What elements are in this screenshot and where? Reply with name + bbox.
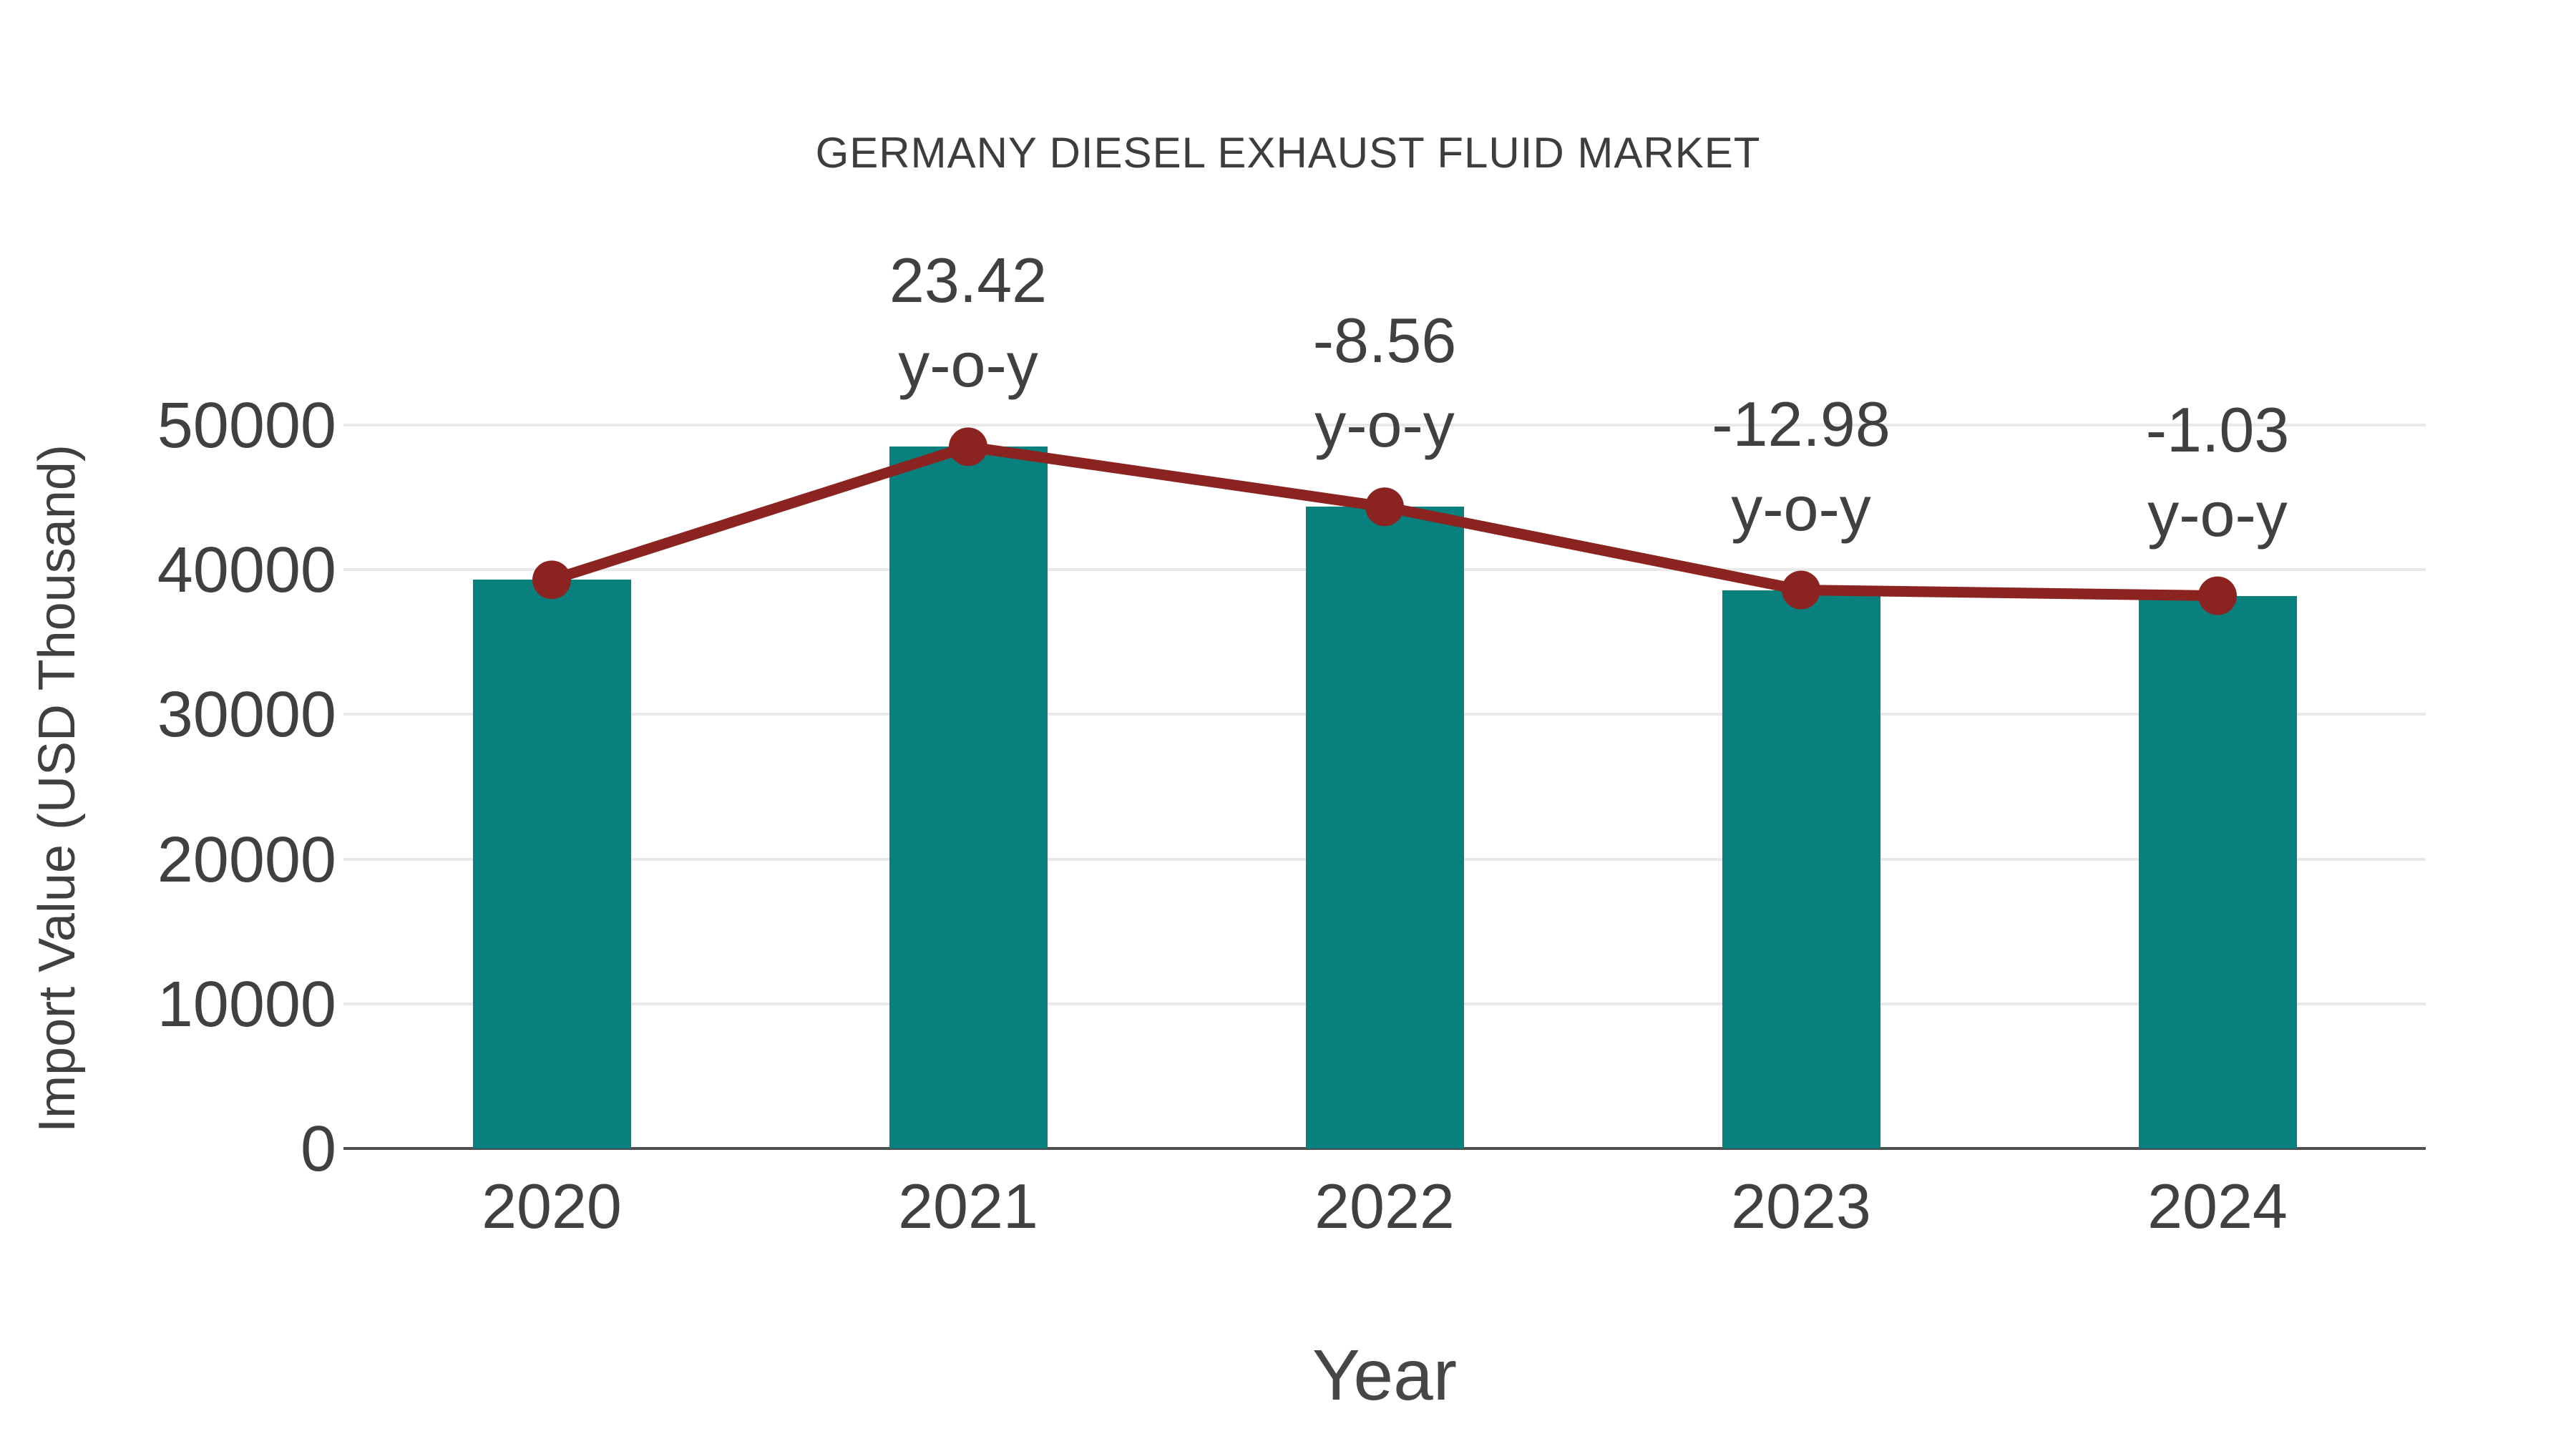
yoy-annotation-2024: -1.03 y-o-y [2009,388,2426,557]
bar-2023 [1722,590,1880,1148]
yoy-suffix: y-o-y [2147,478,2288,550]
gridline-50000 [343,424,2426,426]
y-axis-title: Import Value (USD Thousand) [29,444,86,1133]
x-axis-title: Year [1312,1335,1458,1415]
yoy-value: 23.42 [889,245,1048,316]
yoy-value: -8.56 [1312,305,1457,376]
chart-title: GERMANY DIESEL EXHAUST FLUID MARKET [815,129,1761,177]
x-tick-label-2022: 2022 [1314,1171,1455,1241]
yoy-value: -12.98 [1712,388,1890,459]
yoy-suffix: y-o-y [898,329,1038,401]
yoy-suffix: y-o-y [1314,389,1455,461]
yoy-annotation-2022: -8.56 y-o-y [1176,298,1593,467]
x-tick-label-2024: 2024 [2147,1171,2288,1241]
yoy-suffix: y-o-y [1731,472,1871,544]
yoy-annotation-2021: 23.42 y-o-y [760,238,1176,407]
yoy-value: -1.03 [2145,394,2290,465]
y-tick-label: 50000 [157,390,336,462]
yoy-annotation-2023: -12.98 y-o-y [1593,382,2009,551]
bar-2022 [1305,507,1464,1148]
bar-2020 [472,580,631,1148]
x-tick-label-2021: 2021 [898,1171,1038,1241]
bar-2021 [889,447,1048,1148]
y-tick-label: 20000 [157,824,336,896]
x-tick-label-2023: 2023 [1731,1171,1871,1241]
y-tick-label: 30000 [157,679,336,751]
y-tick-label: 40000 [157,535,336,607]
y-tick-label: 0 [300,1113,336,1185]
bar-2024 [2138,595,2297,1148]
x-axis-line [343,1147,2426,1150]
x-tick-label-2020: 2020 [482,1171,622,1241]
y-tick-label: 10000 [157,968,336,1040]
